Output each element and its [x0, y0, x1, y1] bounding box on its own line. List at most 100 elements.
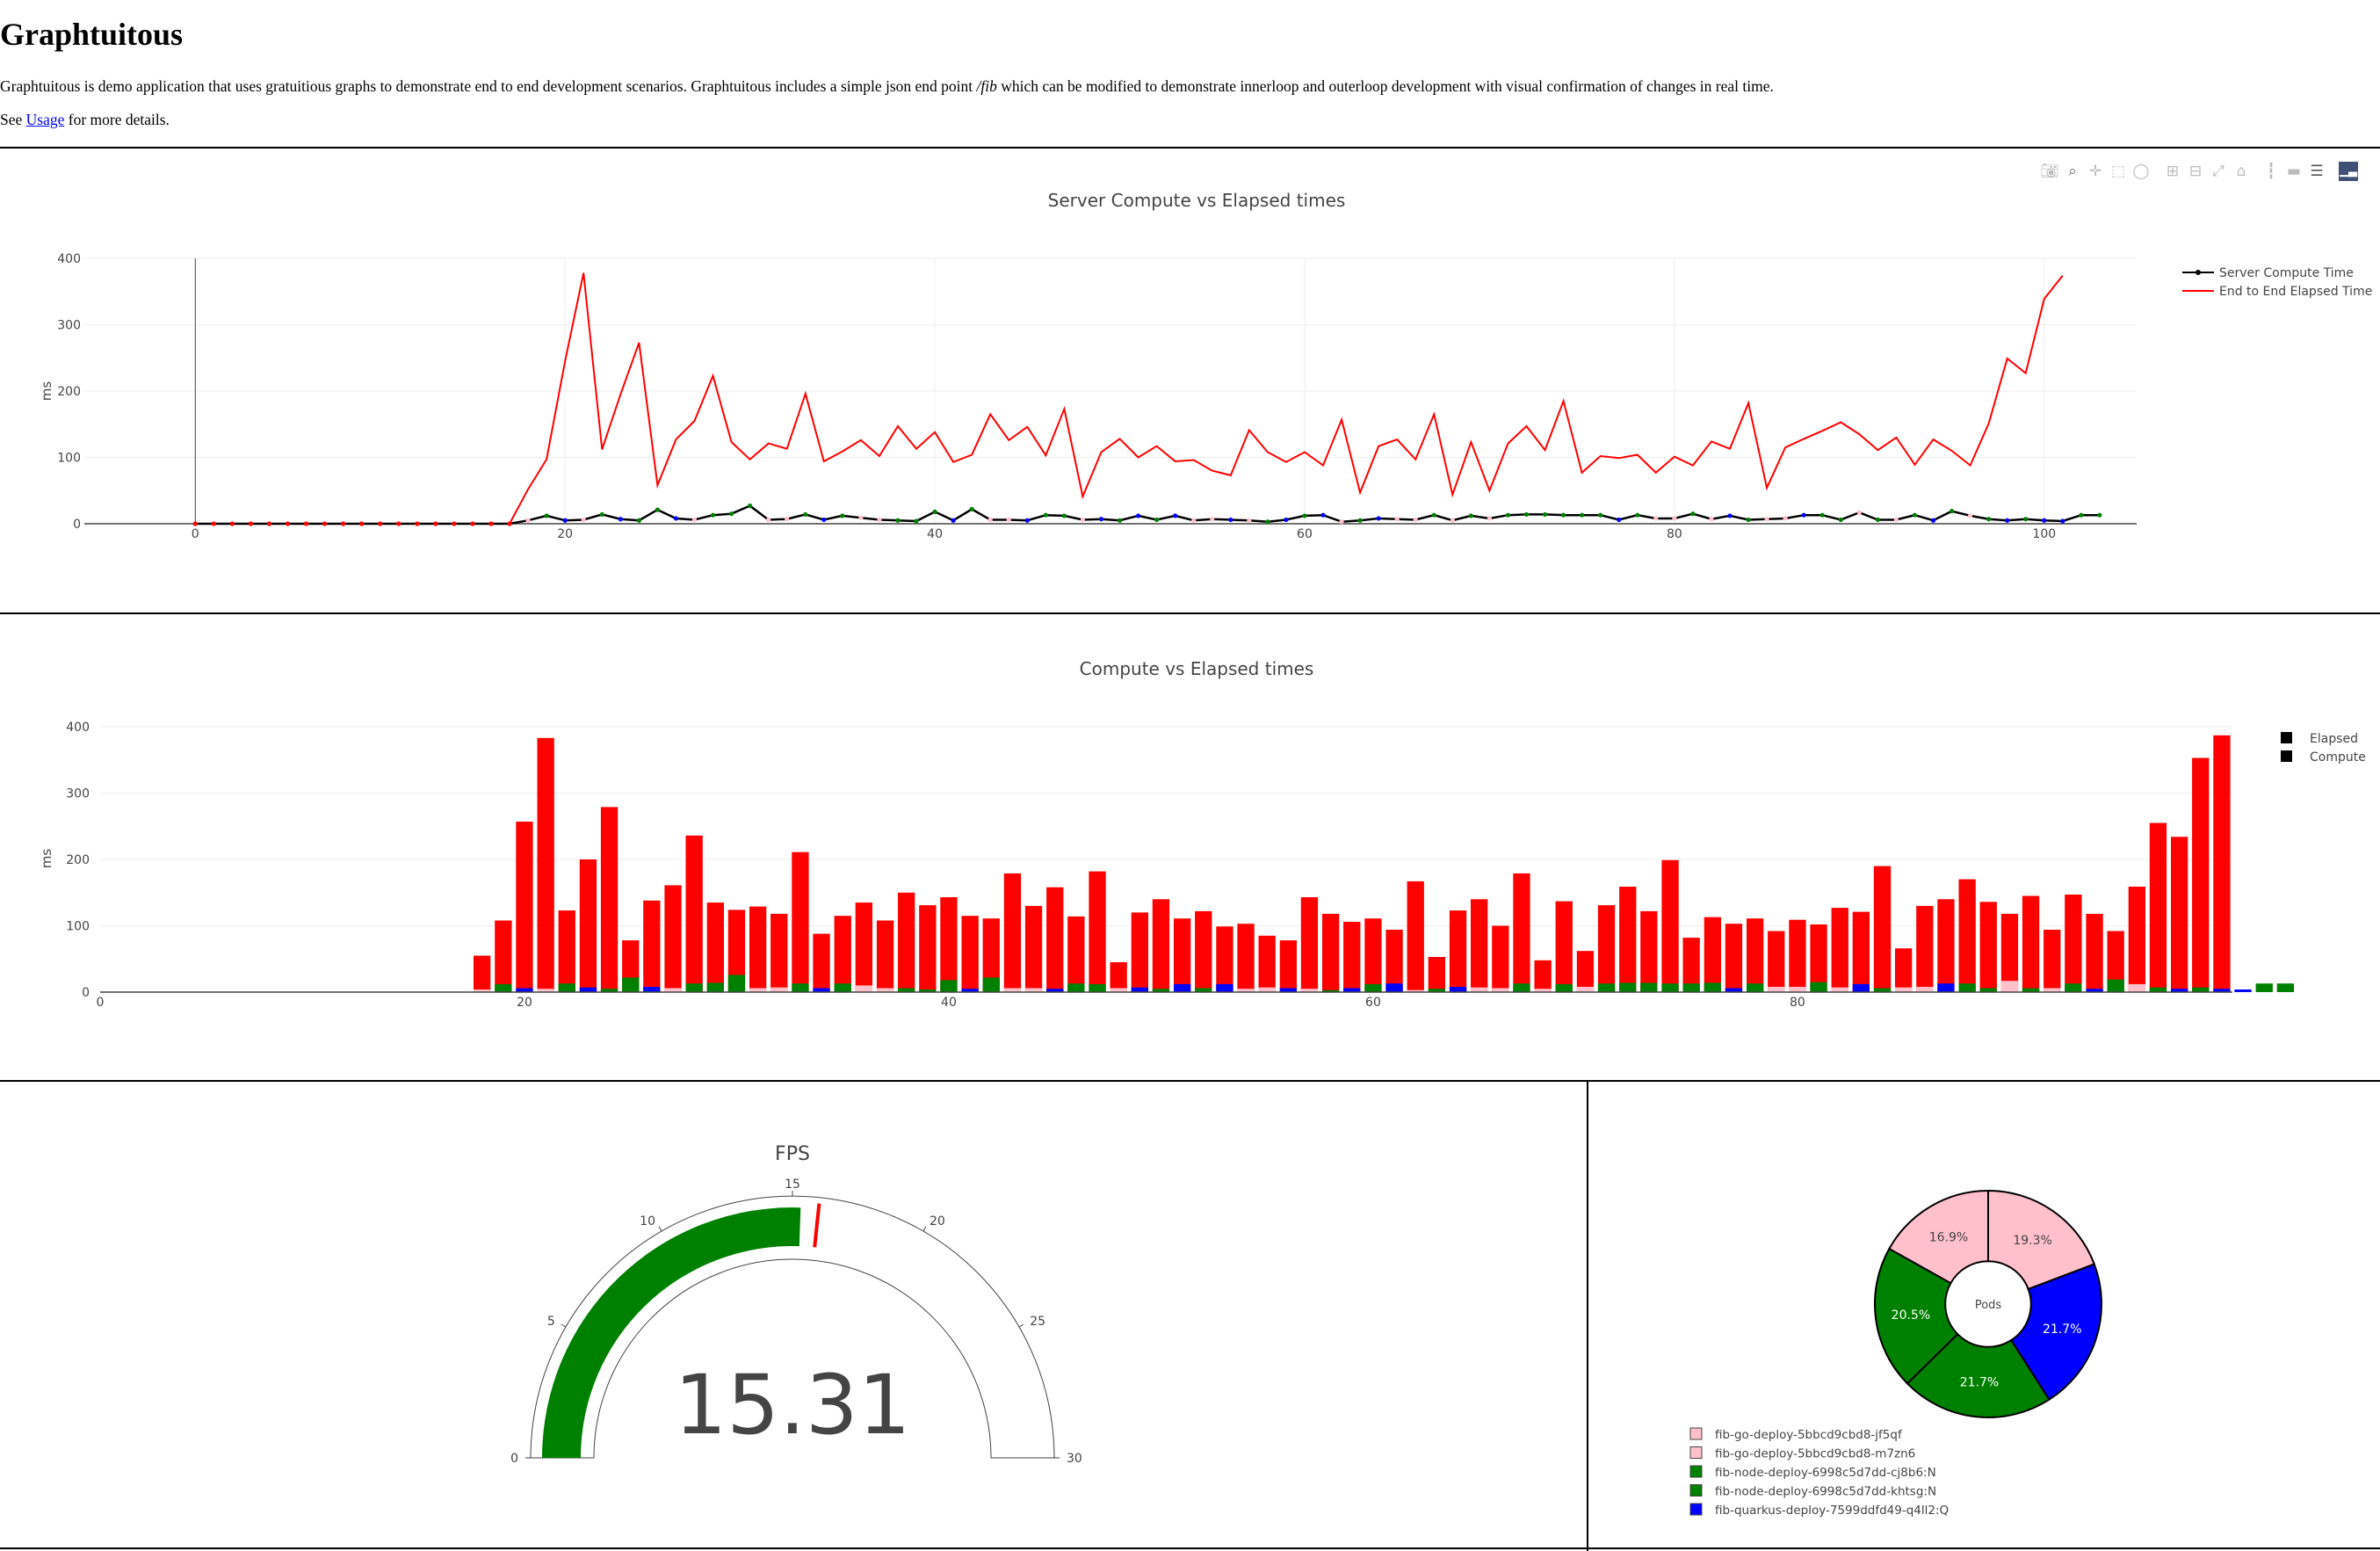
compute-bar	[876, 988, 894, 992]
compute-bar	[1152, 989, 1170, 992]
plotly-logo-icon[interactable]: ▁▃	[2339, 162, 2358, 181]
compute-point	[1210, 517, 1215, 522]
compute-point	[1542, 511, 1548, 518]
compute-point	[969, 506, 974, 511]
elapsed-bar	[876, 920, 894, 992]
compute-bar	[1174, 983, 1191, 992]
compute-point	[1690, 511, 1696, 517]
compute-point	[2079, 512, 2084, 518]
box-select-icon[interactable]: ⬚	[2110, 163, 2126, 180]
compute-point	[1709, 517, 1714, 522]
see-text: See	[0, 111, 26, 128]
elapsed-bar	[2149, 823, 2167, 992]
elapsed-bar	[1661, 859, 1679, 992]
compute-point	[248, 521, 254, 526]
compute-point	[987, 517, 993, 523]
elapsed-bar	[2213, 735, 2231, 992]
compute-point	[1986, 517, 1992, 522]
compute-point	[1930, 518, 1936, 523]
hover-compare-icon[interactable]: ☰	[2310, 163, 2324, 180]
elapsed-bar	[1343, 922, 1361, 992]
compute-bar	[1216, 983, 1233, 992]
compute-bar	[1364, 983, 1382, 992]
divider-top	[0, 147, 2380, 149]
gauge-tick-label: 10	[640, 1214, 655, 1228]
compute-point	[1302, 513, 1307, 518]
series-line-end-to-end-elapsed-time	[195, 272, 2064, 525]
y-axis-label: ms	[39, 381, 54, 402]
elapsed-bar	[2086, 913, 2103, 992]
compute-point	[470, 521, 475, 526]
compute-point	[1727, 513, 1733, 518]
x-tick-label: 20	[557, 527, 573, 541]
elapsed-bar	[961, 916, 979, 992]
usage-link[interactable]: Usage	[25, 111, 65, 128]
compute-bar	[2276, 983, 2294, 992]
compute-point	[2005, 518, 2010, 523]
compute-bar	[1576, 987, 1595, 992]
elapsed-bar	[1492, 925, 1509, 992]
zoom-out-icon[interactable]: ⊟	[2188, 163, 2203, 180]
compute-bar	[792, 983, 809, 992]
elapsed-bar	[1067, 916, 1085, 992]
gauge-value-bar	[542, 1207, 801, 1458]
compute-bar	[770, 987, 788, 992]
gauge-tick	[1018, 1323, 1024, 1328]
legend-swatch	[2281, 750, 2292, 762]
compute-bar	[1619, 982, 1637, 992]
lasso-select-icon[interactable]: ◯	[2132, 163, 2150, 180]
compute-point	[562, 518, 568, 523]
compute-bar	[643, 987, 661, 992]
elapsed-bar	[2107, 931, 2124, 992]
compute-point	[728, 511, 734, 517]
compute-point	[1154, 517, 1160, 523]
compute-point	[1617, 517, 1622, 523]
x-tick-label: 80	[1667, 527, 1682, 541]
compute-point	[303, 521, 309, 526]
fps-gauge: FPS 0 5 10 15 20 25 30 15.31	[510, 1143, 1082, 1466]
camera-icon[interactable]: 📷︎	[2040, 163, 2059, 180]
donut-center-label: Pods	[1975, 1299, 2002, 1312]
bar-chart-compute-vs-elapsed[interactable]: Compute vs Elapsed times 0 100 200 300 400 0 20…	[0, 614, 2380, 1080]
compute-bar	[1789, 987, 1806, 992]
gauge-tick-label: 0	[510, 1452, 518, 1466]
legend-label: Compute	[2310, 750, 2366, 765]
pan-icon[interactable]: ✛	[2088, 163, 2102, 180]
compute-bar	[2171, 989, 2188, 992]
zoom-in-icon[interactable]: ⊞	[2166, 163, 2180, 180]
gauge-threshold-line	[813, 1203, 821, 1248]
compute-point	[1098, 517, 1104, 522]
compute-bar	[961, 989, 979, 992]
donut-slice	[2009, 1263, 2103, 1402]
spike-lines-icon[interactable]: ┇	[2266, 163, 2276, 180]
compute-point	[599, 511, 604, 518]
page-header: Graphtuitous Graphtuitous is demo applic…	[0, 0, 2380, 148]
elapsed-bar	[855, 902, 872, 992]
compute-point	[840, 513, 845, 518]
autoscale-icon[interactable]: ⤢	[2212, 163, 2224, 180]
elapsed-bar	[1216, 926, 1233, 992]
compute-point	[1875, 517, 1880, 523]
y-tick-label: 300	[66, 787, 90, 801]
compute-bar	[1895, 987, 1913, 992]
reset-axes-icon[interactable]: ⌂	[2236, 163, 2246, 180]
compute-point	[1523, 511, 1530, 518]
compute-bar	[727, 975, 746, 992]
line-chart-server-compute-vs-elapsed[interactable]: Server Compute vs Elapsed times010020030…	[0, 148, 2380, 613]
compute-point	[1357, 518, 1363, 523]
legend-swatch	[1689, 1427, 1703, 1440]
elapsed-bar	[1174, 918, 1191, 992]
compute-point	[1247, 518, 1252, 523]
compute-bar	[1555, 983, 1573, 992]
compute-point	[507, 521, 512, 526]
elapsed-bar	[1555, 901, 1573, 992]
elapsed-bar	[1046, 887, 1064, 992]
hover-closest-icon[interactable]: ▬	[2286, 163, 2302, 180]
zoom-icon[interactable]: ⌕	[2068, 163, 2077, 180]
pods-donut-chart[interactable]: 19.3% 21.7% 21.7% 20.5% 16.9% Pods fib-go-depl…	[1588, 1082, 2379, 1547]
compute-bar	[622, 977, 640, 992]
compute-point	[1173, 513, 1178, 518]
x-tick-label: 40	[941, 996, 957, 1010]
description-text-end: which can be modified to demonstrate inn…	[996, 77, 1774, 95]
elapsed-bar	[685, 835, 703, 992]
